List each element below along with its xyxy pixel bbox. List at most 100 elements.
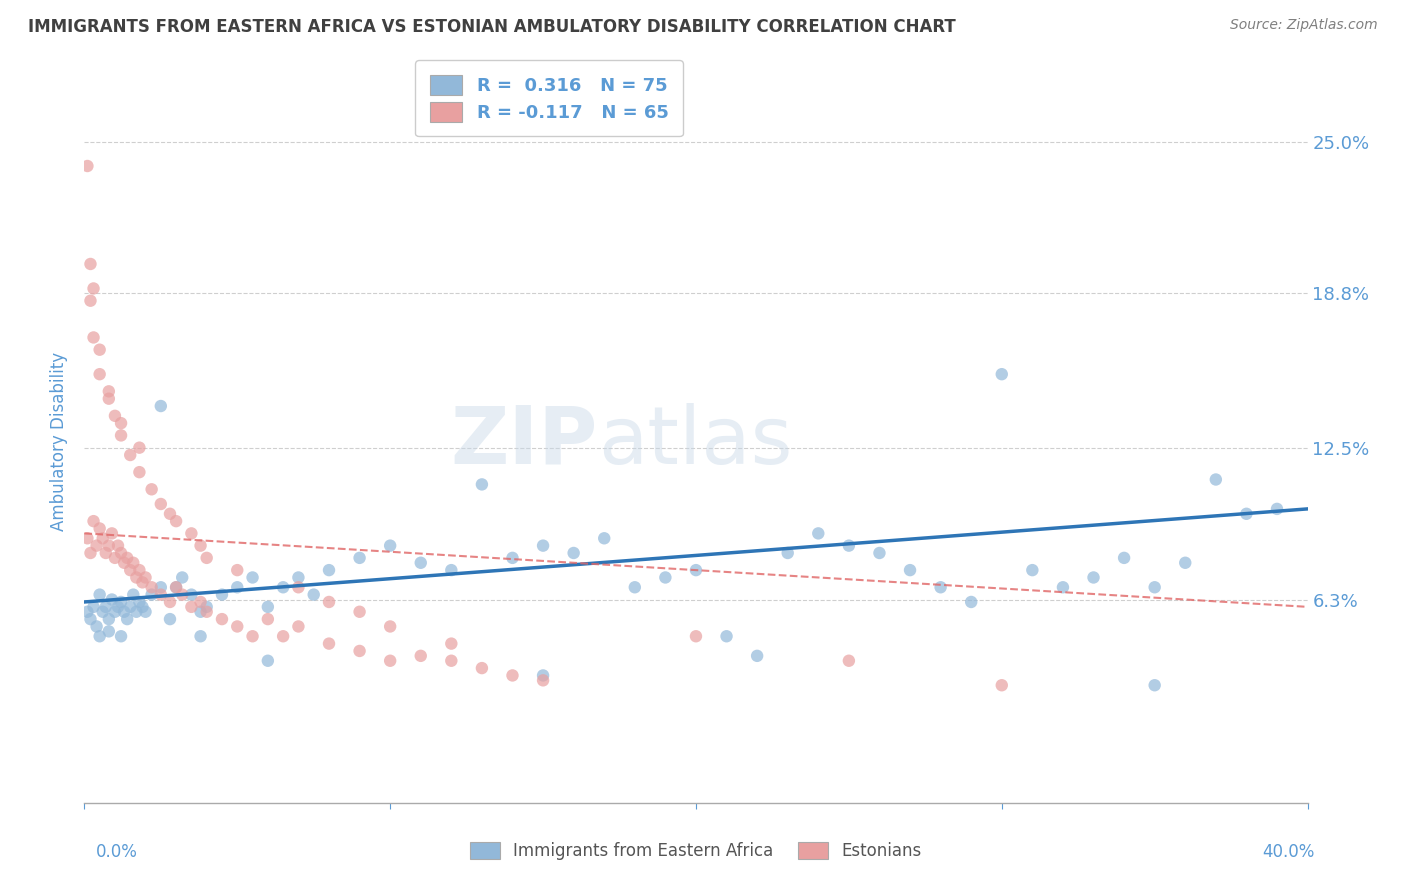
Point	[101, 592, 124, 607]
Point	[97, 392, 120, 406]
Point	[380, 654, 402, 668]
Point	[562, 546, 585, 560]
Legend: Immigrants from Eastern Africa, Estonians: Immigrants from Eastern Africa, Estonian…	[463, 835, 929, 867]
Point	[960, 595, 983, 609]
Text: atlas: atlas	[598, 402, 793, 481]
Point	[287, 570, 309, 584]
Point	[991, 367, 1014, 381]
Point	[79, 257, 101, 271]
Point	[593, 531, 616, 545]
Point	[349, 550, 371, 565]
Point	[190, 605, 212, 619]
Point	[76, 531, 98, 545]
Point	[807, 526, 830, 541]
Point	[271, 580, 294, 594]
Point	[159, 595, 181, 609]
Point	[747, 648, 769, 663]
Point	[991, 678, 1014, 692]
Point	[149, 588, 172, 602]
Point	[165, 580, 187, 594]
Point	[89, 343, 111, 357]
Point	[302, 588, 325, 602]
Point	[1236, 507, 1258, 521]
Point	[318, 637, 340, 651]
Point	[97, 624, 120, 639]
Point	[190, 539, 212, 553]
Point	[120, 448, 142, 462]
Point	[318, 563, 340, 577]
Point	[502, 550, 524, 565]
Point	[195, 599, 218, 614]
Text: Source: ZipAtlas.com: Source: ZipAtlas.com	[1230, 18, 1378, 32]
Point	[271, 629, 294, 643]
Point	[349, 605, 371, 619]
Point	[83, 281, 105, 295]
Point	[122, 556, 145, 570]
Point	[107, 599, 129, 614]
Point	[1052, 580, 1074, 594]
Point	[89, 588, 111, 602]
Point	[257, 599, 280, 614]
Point	[226, 580, 249, 594]
Point	[1143, 678, 1166, 692]
Point	[125, 605, 148, 619]
Point	[141, 580, 163, 594]
Point	[86, 619, 108, 633]
Point	[101, 526, 124, 541]
Point	[104, 409, 127, 423]
Point	[120, 563, 142, 577]
Point	[131, 599, 153, 614]
Point	[115, 612, 138, 626]
Text: ZIP: ZIP	[451, 402, 598, 481]
Point	[318, 595, 340, 609]
Point	[1114, 550, 1136, 565]
Point	[409, 556, 432, 570]
Point	[115, 550, 138, 565]
Point	[112, 556, 135, 570]
Point	[94, 599, 117, 614]
Point	[76, 605, 98, 619]
Point	[531, 539, 554, 553]
Point	[76, 159, 98, 173]
Point	[110, 629, 132, 643]
Point	[257, 612, 280, 626]
Point	[440, 637, 463, 651]
Point	[685, 629, 707, 643]
Point	[110, 416, 132, 430]
Point	[190, 595, 212, 609]
Point	[716, 629, 738, 643]
Point	[1265, 502, 1288, 516]
Point	[172, 570, 194, 584]
Point	[91, 531, 114, 545]
Point	[287, 619, 309, 633]
Point	[135, 605, 157, 619]
Point	[226, 563, 249, 577]
Point	[110, 546, 132, 560]
Point	[1205, 473, 1227, 487]
Point	[242, 570, 264, 584]
Point	[531, 668, 554, 682]
Point	[242, 629, 264, 643]
Point	[190, 629, 212, 643]
Point	[349, 644, 371, 658]
Point	[180, 526, 202, 541]
Point	[257, 654, 280, 668]
Point	[1083, 570, 1105, 584]
Point	[380, 619, 402, 633]
Point	[172, 588, 194, 602]
Point	[1021, 563, 1043, 577]
Text: 0.0%: 0.0%	[96, 843, 138, 861]
Point	[380, 539, 402, 553]
Point	[180, 588, 202, 602]
Point	[165, 514, 187, 528]
Point	[104, 550, 127, 565]
Point	[471, 477, 494, 491]
Point	[104, 605, 127, 619]
Point	[83, 599, 105, 614]
Point	[869, 546, 891, 560]
Point	[838, 654, 860, 668]
Point	[287, 580, 309, 594]
Point	[128, 595, 150, 609]
Point	[149, 399, 172, 413]
Text: 40.0%: 40.0%	[1263, 843, 1315, 861]
